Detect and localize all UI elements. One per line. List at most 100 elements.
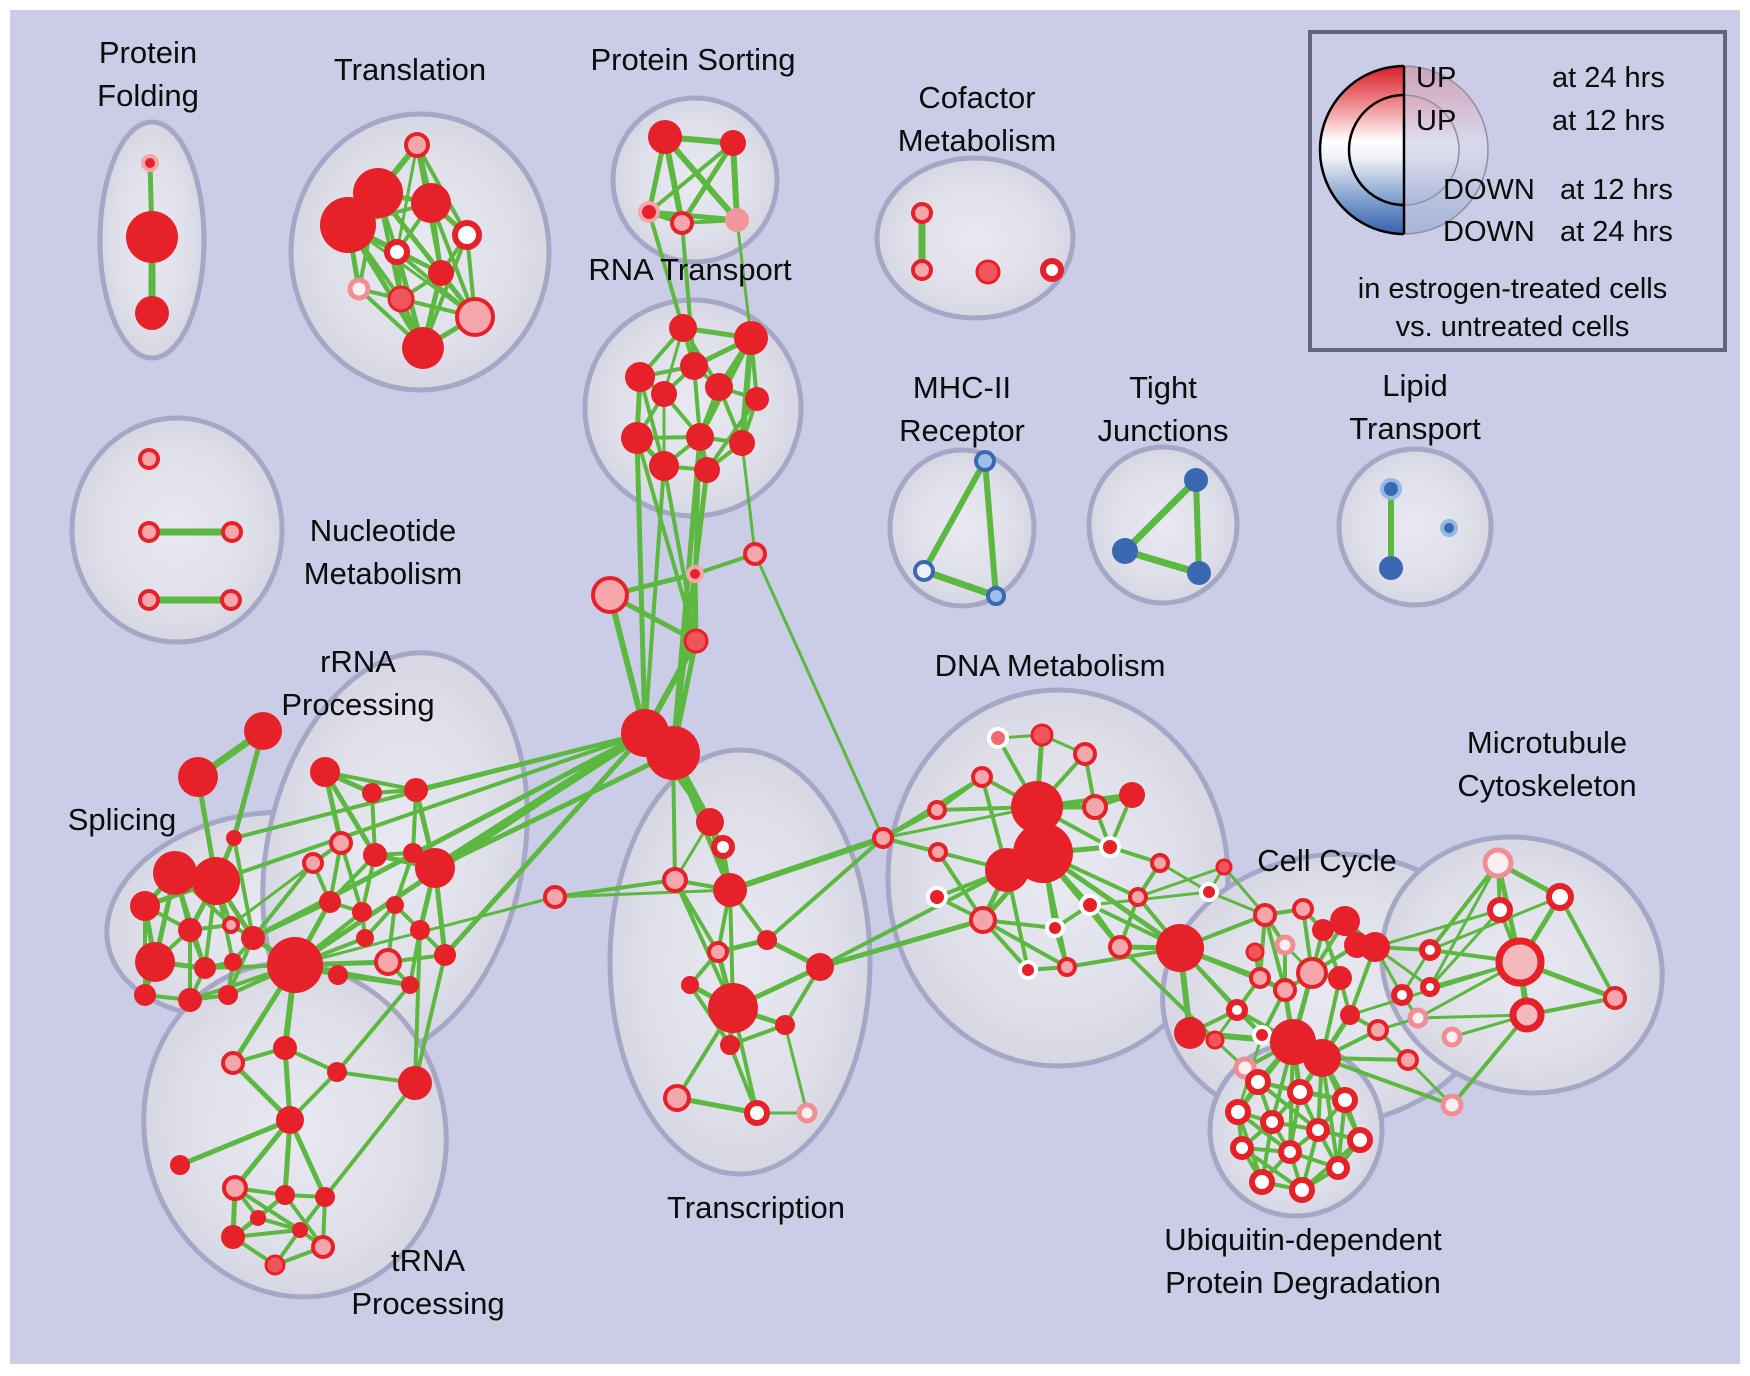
node-rt-9 [729,430,755,456]
node-tr-2 [320,197,376,253]
legend-up-24-label: UP [1416,62,1457,94]
node-rt-3 [625,362,655,392]
node-cc-0 [1253,903,1277,927]
network-edge [1320,1056,1454,1107]
network-edge [647,141,735,214]
node-ub-0 [1245,1069,1271,1095]
node-t2-13 [292,1222,308,1238]
node-layer [126,120,1627,1276]
node-nm-4 [220,589,242,611]
node-t2-1 [273,1036,297,1060]
node-cc-13 [1252,1025,1272,1045]
network-edge [1558,895,1617,1000]
network-edge [229,841,343,927]
node-cc-3 [1330,906,1360,936]
node-rr-1 [362,783,382,803]
node-rr-4 [302,852,324,874]
node-tr-3 [411,183,451,223]
cluster-label-tc-0: Transcription [667,1190,845,1225]
cluster-ellipse-tj [1086,444,1240,606]
network-edge [634,435,648,736]
node-mh-1 [913,560,935,582]
node-cc-9 [1273,978,1297,1002]
node-cc-5 [1360,932,1390,962]
node-sp-11 [241,926,265,950]
legend [1308,30,1727,352]
node-tc-9 [775,1015,795,1035]
node-mh-0 [974,450,996,472]
network-edge [1428,861,1500,989]
node-rr-11 [410,920,430,940]
node-cc-19 [1419,939,1441,961]
node-dn-11 [985,848,1029,892]
node-mt-7 [1407,1007,1429,1029]
node-dn-18 [1045,918,1065,938]
node-ps-2 [638,201,660,223]
node-rr-3 [329,831,353,855]
node-mt-3 [1495,937,1545,987]
network-edge [662,134,740,223]
network-edge [739,335,754,446]
network-edge [251,861,315,940]
node-sp-12 [134,984,156,1006]
network-edge [643,464,666,735]
node-mt-8 [1441,1026,1463,1048]
node-sp-6 [178,918,202,942]
node-cm-1 [911,259,933,281]
node-sp-13 [178,988,202,1012]
node-tr-10 [402,327,444,369]
node-cc-23 [1199,882,1219,902]
network-edge [413,928,422,1085]
node-cc-18 [1391,984,1413,1006]
node-dn-13 [1150,853,1170,873]
node-tc-13 [796,1102,818,1124]
node-tc-7 [806,953,834,981]
node-ub-9 [1326,1156,1350,1180]
network-edge [982,458,999,599]
node-tr-6 [428,260,454,286]
label-layer: Protein Folding Translation Protein Sorting… [68,35,1637,1321]
node-t2-7 [275,1185,295,1205]
legend-footer-line1: in estrogen-treated cells [1357,273,1668,305]
node-tc-12 [744,1100,770,1126]
cluster-label-pf-1: Folding [97,78,199,113]
node-ub-1 [1287,1079,1313,1105]
node-ps-3 [670,211,694,235]
node-t2-5 [170,1155,190,1175]
node-t2-0 [221,1051,245,1075]
node-cc-8 [1249,967,1271,989]
cluster-ellipse-lt [1336,446,1494,608]
node-lt-0 [1380,478,1402,500]
node-hub-3 [686,565,704,583]
cluster-label-nm-0: Nucleotide [310,513,456,548]
network-edge [1136,865,1226,899]
cluster-label-tj-0: Tight [1129,370,1197,405]
node-mt-6 [1420,977,1440,997]
cluster-label-tr-0: Translation [334,52,486,87]
network-edge [920,567,1000,600]
network-edge [232,836,255,940]
node-mt-5 [1509,997,1545,1033]
node-dn-14 [1128,887,1148,907]
node-t2-12 [250,1210,266,1226]
node-cc-17 [1367,1019,1389,1041]
legend-down-24-label: DOWN [1443,216,1535,248]
node-nm-3 [138,589,160,611]
cluster-label-sp-0: Splicing [68,802,177,837]
node-rr-8 [319,891,341,913]
node-tc-2 [662,867,688,893]
node-cm-0 [911,202,933,224]
network-edge [1088,890,1211,907]
node-dn-3 [971,766,993,788]
node-hub-5 [683,628,709,654]
node-t2-8 [315,1187,335,1207]
cluster-label-dn-0: DNA Metabolism [935,648,1166,683]
node-nm-0 [138,448,160,470]
network-edge [1263,913,1287,992]
node-dn-23 [1174,1017,1206,1049]
node-rr-12 [356,929,374,947]
node-tc-8 [708,983,758,1033]
node-sp-0 [178,757,218,797]
node-cc-2 [1312,919,1334,941]
